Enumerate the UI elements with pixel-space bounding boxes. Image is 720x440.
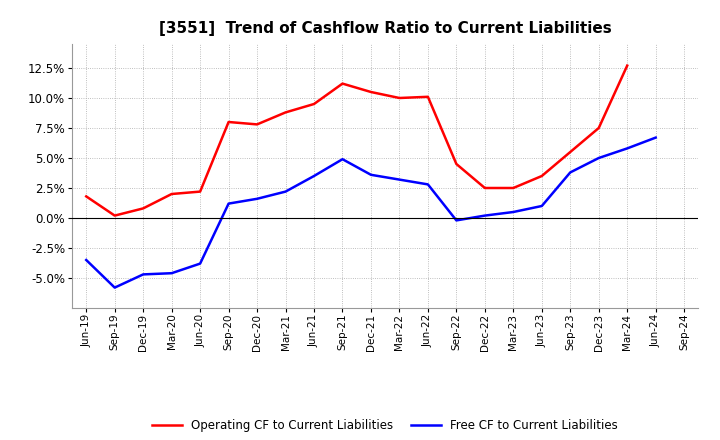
Operating CF to Current Liabilities [167,191,176,197]
Operating CF to Current Liabilities [366,89,375,95]
Operating CF to Current Liabilities [196,189,204,194]
Operating CF to Current Liabilities [623,63,631,68]
Free CF to Current Liabilities [167,271,176,276]
Free CF to Current Liabilities [395,177,404,182]
Free CF to Current Liabilities [225,201,233,206]
Line: Operating CF to Current Liabilities: Operating CF to Current Liabilities [86,66,627,216]
Legend: Operating CF to Current Liabilities, Free CF to Current Liabilities: Operating CF to Current Liabilities, Fre… [148,414,623,436]
Line: Free CF to Current Liabilities: Free CF to Current Liabilities [86,138,656,288]
Free CF to Current Liabilities [423,182,432,187]
Free CF to Current Liabilities [652,135,660,140]
Free CF to Current Liabilities [282,189,290,194]
Operating CF to Current Liabilities [537,173,546,179]
Free CF to Current Liabilities [196,261,204,266]
Free CF to Current Liabilities [253,196,261,202]
Operating CF to Current Liabilities [566,149,575,154]
Operating CF to Current Liabilities [82,194,91,199]
Operating CF to Current Liabilities [480,185,489,191]
Operating CF to Current Liabilities [282,110,290,115]
Operating CF to Current Liabilities [310,101,318,106]
Operating CF to Current Liabilities [338,81,347,86]
Operating CF to Current Liabilities [253,122,261,127]
Free CF to Current Liabilities [139,272,148,277]
Free CF to Current Liabilities [480,213,489,218]
Operating CF to Current Liabilities [395,95,404,101]
Free CF to Current Liabilities [452,218,461,223]
Operating CF to Current Liabilities [139,206,148,211]
Free CF to Current Liabilities [566,170,575,175]
Operating CF to Current Liabilities [509,185,518,191]
Operating CF to Current Liabilities [225,119,233,125]
Title: [3551]  Trend of Cashflow Ratio to Current Liabilities: [3551] Trend of Cashflow Ratio to Curren… [159,21,611,36]
Operating CF to Current Liabilities [595,125,603,131]
Free CF to Current Liabilities [595,155,603,161]
Operating CF to Current Liabilities [423,94,432,99]
Free CF to Current Liabilities [623,146,631,151]
Free CF to Current Liabilities [310,173,318,179]
Free CF to Current Liabilities [509,209,518,215]
Free CF to Current Liabilities [82,257,91,263]
Free CF to Current Liabilities [537,203,546,209]
Operating CF to Current Liabilities [110,213,119,218]
Operating CF to Current Liabilities [452,161,461,167]
Free CF to Current Liabilities [366,172,375,177]
Free CF to Current Liabilities [110,285,119,290]
Free CF to Current Liabilities [338,157,347,162]
